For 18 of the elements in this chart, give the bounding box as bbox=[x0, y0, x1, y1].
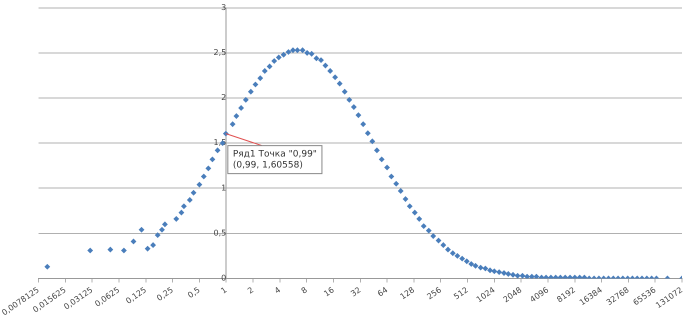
y-tick-label: 0 bbox=[221, 274, 226, 283]
x-tick-label: 16 bbox=[322, 285, 336, 299]
y-tick-label: 2 bbox=[221, 93, 226, 102]
x-tick-label: 128 bbox=[398, 285, 416, 302]
y-tick-label: 0,5 bbox=[213, 228, 226, 238]
y-tick-label: 1 bbox=[221, 183, 226, 192]
x-tick-label: 0,5 bbox=[186, 285, 202, 300]
x-tick-label: 4 bbox=[272, 285, 282, 296]
x-tick-label: 2 bbox=[246, 285, 256, 296]
x-tick-label: 32 bbox=[349, 285, 363, 299]
x-tick-label: 0,25 bbox=[155, 285, 175, 303]
annotation: Ряд1 Точка "0,99" (0,99, 1,60558) bbox=[232, 149, 317, 170]
x-tick-label: 64 bbox=[376, 285, 390, 299]
x-tick-label: 256 bbox=[425, 285, 444, 302]
x-tick-label: 8 bbox=[300, 285, 309, 296]
y-tick-label: 2,5 bbox=[213, 48, 226, 57]
x-tick-label: 512 bbox=[452, 285, 470, 302]
y-tick-label: 3 bbox=[221, 2, 226, 12]
